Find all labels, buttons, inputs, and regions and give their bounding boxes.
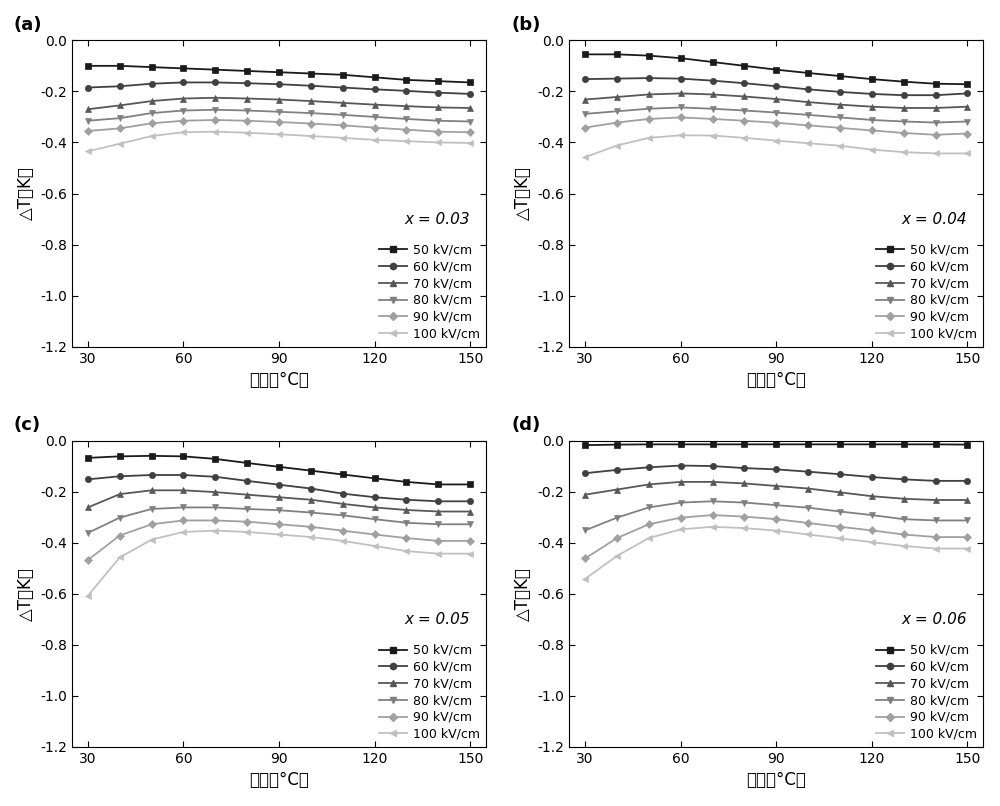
- Y-axis label: △T（K）: △T（K）: [17, 167, 35, 220]
- X-axis label: 温度（°C）: 温度（°C）: [249, 371, 309, 389]
- Y-axis label: △T（K）: △T（K）: [514, 167, 532, 220]
- X-axis label: 温度（°C）: 温度（°C）: [746, 371, 806, 389]
- X-axis label: 温度（°C）: 温度（°C）: [249, 771, 309, 789]
- Legend: 50 kV/cm, 60 kV/cm, 70 kV/cm, 80 kV/cm, 90 kV/cm, 100 kV/cm: 50 kV/cm, 60 kV/cm, 70 kV/cm, 80 kV/cm, …: [379, 243, 480, 340]
- Text: x = 0.03: x = 0.03: [404, 212, 470, 226]
- Legend: 50 kV/cm, 60 kV/cm, 70 kV/cm, 80 kV/cm, 90 kV/cm, 100 kV/cm: 50 kV/cm, 60 kV/cm, 70 kV/cm, 80 kV/cm, …: [876, 644, 977, 741]
- Text: (d): (d): [511, 417, 540, 434]
- Text: x = 0.04: x = 0.04: [901, 212, 967, 226]
- Text: (c): (c): [14, 417, 41, 434]
- Text: x = 0.05: x = 0.05: [404, 612, 470, 627]
- Text: (a): (a): [14, 16, 42, 34]
- Text: (b): (b): [511, 16, 541, 34]
- Legend: 50 kV/cm, 60 kV/cm, 70 kV/cm, 80 kV/cm, 90 kV/cm, 100 kV/cm: 50 kV/cm, 60 kV/cm, 70 kV/cm, 80 kV/cm, …: [876, 243, 977, 340]
- Text: x = 0.06: x = 0.06: [901, 612, 967, 627]
- Legend: 50 kV/cm, 60 kV/cm, 70 kV/cm, 80 kV/cm, 90 kV/cm, 100 kV/cm: 50 kV/cm, 60 kV/cm, 70 kV/cm, 80 kV/cm, …: [379, 644, 480, 741]
- Y-axis label: △T（K）: △T（K）: [17, 567, 35, 621]
- Y-axis label: △T（K）: △T（K）: [514, 567, 532, 621]
- X-axis label: 温度（°C）: 温度（°C）: [746, 771, 806, 789]
